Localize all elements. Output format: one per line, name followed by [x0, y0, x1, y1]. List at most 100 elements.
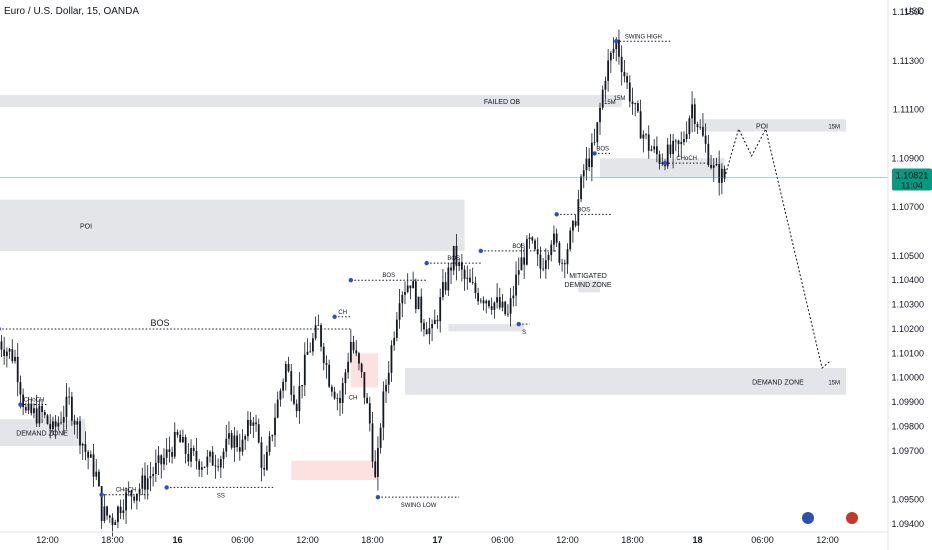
- candle-body: [43, 412, 46, 416]
- candle-body: [241, 439, 244, 452]
- candle-body: [84, 444, 87, 452]
- time-tick-label: 12:00: [36, 535, 59, 545]
- time-tick-label: 18:00: [101, 535, 124, 545]
- candle-body: [612, 49, 615, 53]
- candle-body: [92, 454, 95, 477]
- candle-body: [182, 437, 184, 443]
- candle-body: [720, 168, 723, 183]
- price-tick-label: 1.11500: [892, 7, 924, 17]
- candle-body: [100, 486, 103, 521]
- candle-body: [225, 438, 228, 452]
- projection-path: [724, 127, 832, 369]
- candle-body: [355, 350, 358, 354]
- zone-timeframe: 15M: [604, 100, 616, 106]
- candle-body: [504, 301, 507, 315]
- candle-body: [436, 319, 439, 322]
- candle-body: [320, 324, 322, 347]
- swing-marker: [332, 314, 337, 319]
- swing-marker: [18, 402, 23, 407]
- candle-body: [642, 134, 645, 139]
- level-label: BOS: [447, 256, 460, 262]
- candle-body: [149, 476, 152, 479]
- candle-body: [715, 163, 718, 166]
- candle-body: [157, 455, 160, 463]
- candle-body: [466, 277, 469, 279]
- candle-body: [152, 474, 155, 477]
- time-tick-label: 06:00: [491, 535, 514, 545]
- price-tick-label: 1.10200: [891, 324, 924, 334]
- candle-body: [710, 164, 712, 168]
- swing-marker: [554, 212, 559, 217]
- candle-body: [444, 282, 447, 291]
- zone-timeframe: 15M: [828, 124, 840, 130]
- candle-body: [699, 126, 702, 128]
- candle-body: [590, 142, 593, 168]
- candle-body: [685, 134, 688, 140]
- candle-body: [596, 122, 599, 143]
- candle-body: [531, 237, 534, 241]
- candle-body: [312, 338, 314, 352]
- candle-body: [723, 168, 726, 179]
- candle-body: [87, 451, 90, 458]
- candle-body: [626, 76, 628, 83]
- price-tag-value: 1.10821: [896, 171, 929, 181]
- candle-body: [65, 396, 68, 417]
- candle-body: [406, 285, 409, 292]
- candle-body: [390, 345, 393, 373]
- candle-body: [358, 353, 360, 364]
- candle-body: [490, 306, 493, 310]
- swing-marker: [0, 327, 1, 331]
- price-tick-label: 1.10000: [891, 373, 924, 383]
- candle-body: [165, 449, 168, 458]
- candle-body: [60, 422, 62, 424]
- candle-body: [455, 245, 458, 266]
- price-tick-label: 1.09400: [891, 519, 924, 529]
- candle-body: [645, 134, 647, 136]
- candle-body: [702, 126, 704, 136]
- zone-rect: [578, 280, 600, 293]
- candle-body: [8, 349, 11, 352]
- candle-body: [274, 417, 276, 436]
- candle-body: [423, 322, 425, 330]
- candle-body: [433, 319, 436, 324]
- eu-flag-icon: [802, 512, 814, 524]
- candle-body: [414, 281, 417, 310]
- candle-body: [615, 39, 618, 50]
- candle-body: [211, 451, 214, 466]
- candle-body: [57, 422, 60, 427]
- candle-body: [35, 408, 38, 424]
- candle-body: [11, 349, 14, 362]
- price-tick-label: 1.09800: [891, 421, 924, 431]
- swing-marker: [424, 260, 429, 266]
- candle-body: [117, 506, 119, 523]
- candle-body: [228, 433, 230, 439]
- candle-body: [217, 466, 220, 468]
- symbol-title: Euro / U.S. Dollar, 15, OANDA: [4, 6, 140, 17]
- candle-body: [379, 427, 382, 448]
- time-tick-label: 12:00: [296, 535, 319, 545]
- time-tick-label: 17: [432, 535, 442, 545]
- candle-body: [593, 142, 596, 144]
- candle-body: [317, 324, 320, 326]
- candle-body: [387, 372, 390, 385]
- candle-body: [509, 298, 512, 314]
- candle-body: [122, 510, 125, 514]
- candle-body: [442, 282, 444, 298]
- candle-body: [255, 422, 257, 425]
- candle-body: [677, 140, 680, 145]
- candle-body: [30, 403, 33, 414]
- candle-body: [192, 448, 195, 451]
- candle-body: [463, 269, 466, 279]
- candle-body: [200, 467, 203, 470]
- candle-body: [38, 405, 41, 424]
- candle-body: [515, 274, 517, 296]
- candle-body: [171, 452, 173, 457]
- zone-label: DEMAND ZONE: [16, 431, 68, 438]
- candle-body: [301, 385, 303, 387]
- candle-body: [249, 420, 252, 426]
- candle-body: [236, 435, 238, 448]
- candle-body: [425, 329, 428, 335]
- candle-body: [712, 165, 715, 168]
